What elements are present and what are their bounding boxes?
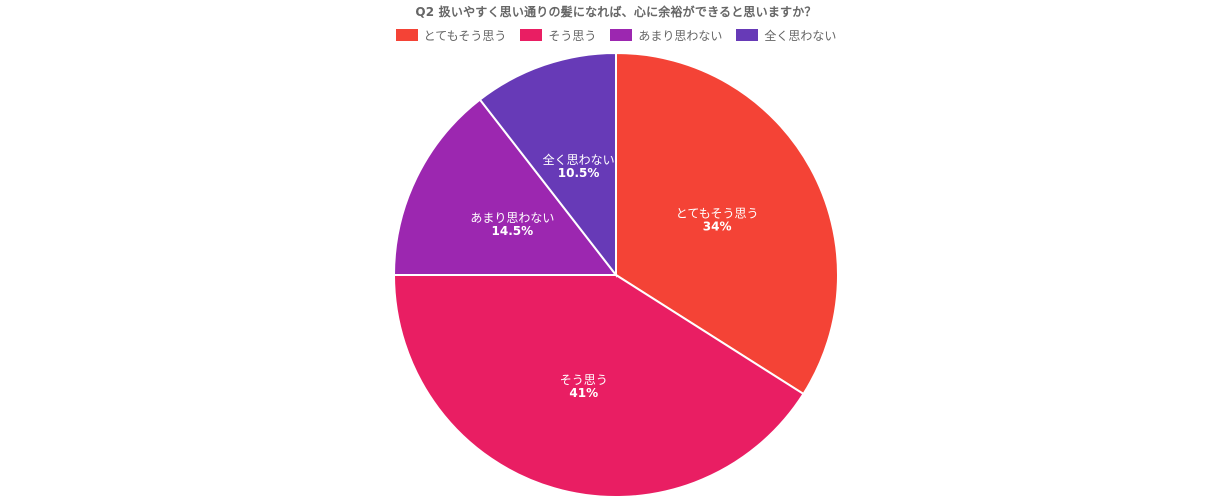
legend-label: あまり思わない <box>638 28 723 43</box>
slice-strongly-agree[interactable] <box>615 51 839 396</box>
slice-value-label: 14.5% <box>492 224 534 238</box>
slice-category-label: あまり思わない <box>470 211 554 225</box>
legend-label: そう思う <box>548 28 597 43</box>
slice-agree[interactable] <box>392 274 805 498</box>
legend-label: とてもそう思う <box>423 28 507 43</box>
legend-item-strongly-agree[interactable]: とてもそう思う <box>395 27 507 43</box>
legend-swatch <box>736 29 759 41</box>
chart-title: Q2 扱いやすく思い通りの髪になれば、心に余裕ができると思いますか？ <box>415 5 817 19</box>
legend: とてもそう思う そう思う あまり思わない 全く思わない <box>0 27 1232 43</box>
slice-value-label: 34% <box>703 219 732 233</box>
slice-strongly-disagree[interactable] <box>478 51 617 278</box>
slice-disagree[interactable] <box>392 98 619 276</box>
slice-value-label: 41% <box>569 386 598 400</box>
legend-item-strongly-disagree[interactable]: 全く思わない <box>736 27 836 43</box>
slice-category-label: 全く思わない <box>543 152 615 167</box>
legend-swatch <box>610 29 633 41</box>
slice-category-label: とてもそう思う <box>676 206 759 220</box>
legend-swatch <box>395 29 418 41</box>
legend-item-agree[interactable]: そう思う <box>520 27 596 43</box>
slice-value-label: 10.5% <box>558 166 600 180</box>
slice-category-label: そう思う <box>560 373 608 387</box>
legend-item-disagree[interactable]: あまり思わない <box>610 27 722 43</box>
legend-label: 全く思わない <box>764 28 837 43</box>
legend-swatch <box>520 29 543 41</box>
